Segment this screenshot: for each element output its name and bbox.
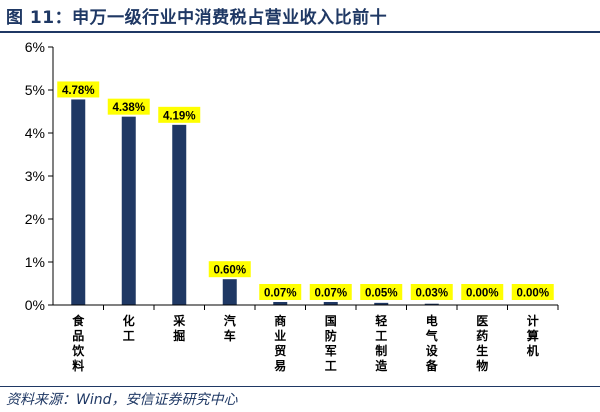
source-divider — [0, 386, 600, 387]
chart-title: 图 11：申万一级行业中消费税占营业收入比前十 — [6, 8, 388, 28]
y-tick-label: 2% — [25, 211, 45, 227]
category-label: 采掘 — [172, 313, 185, 343]
bar-chart: 0% 1% 2% 3% 4% 5% 6% 4.78% 4.38% 4.19% 0.60% 0.07%… — [25, 39, 559, 373]
bar — [273, 301, 288, 305]
data-label: 0.00% — [516, 288, 549, 300]
bar — [374, 302, 389, 305]
data-label-background — [107, 98, 150, 115]
y-tick-label: 6% — [25, 39, 45, 55]
data-label-background — [259, 283, 302, 300]
bar — [71, 99, 86, 306]
category-label: 国防军工 — [325, 314, 337, 373]
category-label: 轻工制造 — [375, 313, 388, 373]
data-label: 0.05% — [365, 288, 398, 300]
bar — [222, 279, 237, 305]
category-label: 电气设备 — [425, 313, 439, 373]
y-tick-label: 1% — [25, 254, 45, 270]
data-label-background — [208, 261, 251, 278]
data-labels: 4.78% 4.38% 4.19% 0.60% 0.07% 0.07% 0.05% 0.03%… — [57, 81, 554, 300]
title-divider — [0, 31, 600, 33]
data-label-background — [410, 284, 453, 300]
data-label: 4.38% — [112, 102, 145, 114]
y-tick-label: 0% — [25, 297, 45, 313]
bar — [121, 116, 136, 305]
data-label: 0.60% — [213, 265, 246, 277]
data-label-background — [360, 284, 403, 300]
bar — [424, 303, 439, 305]
y-tick-label: 3% — [25, 168, 45, 184]
y-tick-label: 4% — [25, 125, 45, 141]
data-label-background — [158, 106, 201, 123]
y-tick-label: 5% — [25, 82, 45, 98]
data-label: 0.07% — [264, 287, 297, 299]
category-label: 商业贸易 — [274, 313, 286, 373]
y-axis: 0% 1% 2% 3% 4% 5% 6% — [25, 39, 54, 313]
data-label-background — [511, 284, 554, 300]
category-label: 医药生物 — [476, 314, 488, 373]
bar — [323, 301, 338, 305]
data-label: 0.00% — [466, 288, 499, 300]
category-label: 化工 — [123, 313, 135, 343]
data-label-background — [461, 284, 504, 300]
data-label: 4.19% — [163, 110, 196, 122]
x-axis: 食品饮料 化工 采掘 汽车 商业贸易 国防军工 轻工制造 电气设备 医药生物 计算机 — [53, 304, 559, 373]
bar — [172, 124, 187, 305]
bars — [71, 99, 439, 306]
category-label: 汽车 — [224, 313, 236, 343]
category-label: 计算机 — [527, 313, 539, 358]
data-label: 0.07% — [314, 287, 347, 299]
category-label: 食品饮料 — [71, 313, 85, 373]
data-label: 0.03% — [415, 288, 448, 300]
source-note: 资料来源：Wind，安信证券研究中心 — [6, 392, 238, 408]
data-label: 4.78% — [62, 85, 95, 97]
data-label-background — [309, 283, 352, 300]
data-label-background — [57, 81, 100, 98]
